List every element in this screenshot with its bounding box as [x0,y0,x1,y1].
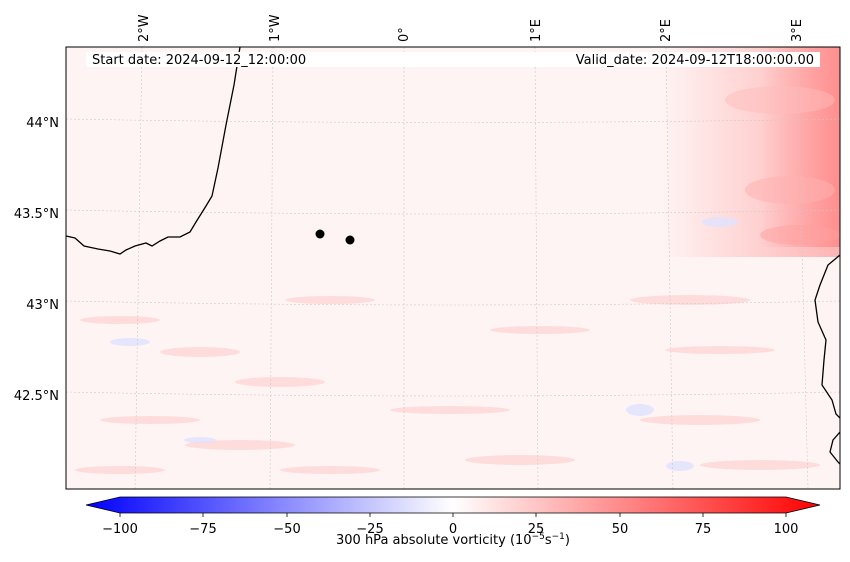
lon-label-1w: 1°W [268,14,283,42]
lon-label-2w: 2°W [137,14,152,42]
lon-label-1e: 1°E [529,19,544,42]
colorbar-label-exp1: −5 [532,532,545,542]
colorbar-tick: 25 [528,522,545,537]
valid-date-label: Valid_date: 2024-09-12T18:00:00.00 [576,53,814,68]
colorbar-label-suffix: ) [565,533,570,548]
colorbar-gradient [85,496,821,514]
latitude-labels: 44°N 43.5°N 43°N 42.5°N [14,116,59,404]
colorbar-tick: −75 [189,522,216,537]
colorbar-label: 300 hPa absolute vorticity (10−5s−1) [336,532,570,548]
colorbar-label-prefix: 300 hPa absolute vorticity (10 [336,533,532,548]
lat-label-43-5n: 43.5°N [14,207,59,222]
lon-label-3e: 3°E [790,19,805,42]
location-marker-1 [315,229,325,239]
vorticity-field [66,47,840,489]
colorbar-tick: −25 [356,522,383,537]
colorbar-label-mid: s [545,533,552,548]
lat-label-43n: 43°N [26,298,59,313]
map-frame [65,46,841,490]
coastline [66,47,840,465]
colorbar-tick: 100 [774,522,799,537]
lon-label-2e: 2°E [659,19,674,42]
header-strip [86,52,820,67]
lat-label-44n: 44°N [26,116,59,131]
colorbar-tick: −50 [273,522,300,537]
start-date-label: Start date: 2024-09-12_12:00:00 [92,53,306,68]
lon-label-0: 0° [397,27,412,42]
graticule [66,47,840,489]
colorbar-tick: 50 [612,522,629,537]
lat-label-42-5n: 42.5°N [14,389,59,404]
colorbar-tick: 0 [449,522,457,537]
colorbar-tick: −100 [102,522,138,537]
colorbar: −100 −75 −50 −25 0 25 50 75 100 300 hPa … [85,496,821,548]
location-marker-2 [345,235,355,245]
colorbar-tick: 75 [695,522,712,537]
longitude-labels: 2°W 1°W 0° 1°E 2°E 3°E [137,14,805,42]
colorbar-label-exp2: −1 [552,532,565,542]
